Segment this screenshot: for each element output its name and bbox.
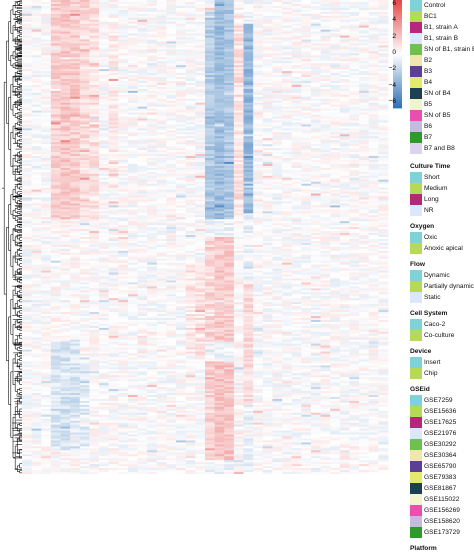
heatmap-column-4 bbox=[51, 0, 61, 474]
heatmap-column-11 bbox=[118, 0, 128, 474]
heatmap-column-6 bbox=[70, 0, 80, 474]
heatmap-column-14 bbox=[147, 0, 157, 474]
row-dendrogram bbox=[2, 1, 22, 473]
heatmap-column-7 bbox=[80, 0, 90, 474]
heatmap-column-17 bbox=[176, 0, 186, 474]
heatmap-column-15 bbox=[157, 0, 167, 474]
heatmap-column-1 bbox=[22, 0, 32, 474]
heatmap-column-3 bbox=[41, 0, 51, 474]
heatmap-column-18 bbox=[186, 0, 196, 474]
heatmap-column-13 bbox=[138, 0, 148, 474]
heatmap-column-9 bbox=[99, 0, 109, 474]
heatmap-cells bbox=[22, 0, 388, 474]
heatmap-column-2 bbox=[32, 0, 42, 474]
heatmap-column-5 bbox=[61, 0, 71, 474]
heatmap-column-8 bbox=[89, 0, 99, 474]
heatmap-column-16 bbox=[166, 0, 176, 474]
heatmap-column-12 bbox=[128, 0, 138, 474]
heatmap-column-10 bbox=[109, 0, 119, 474]
heatmap-figure bbox=[0, 0, 474, 474]
